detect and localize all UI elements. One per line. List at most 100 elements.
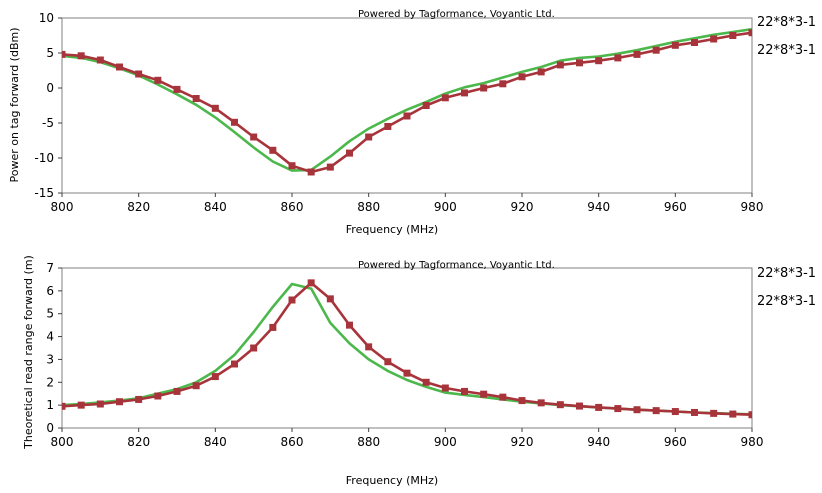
y-tick-label: 3 xyxy=(46,352,54,366)
data-point xyxy=(614,405,622,413)
x-tick-label: 980 xyxy=(741,435,764,449)
data-point xyxy=(422,102,430,109)
data-point xyxy=(231,118,238,126)
data-point xyxy=(518,397,526,405)
x-tick-label: 840 xyxy=(204,435,227,449)
data-point xyxy=(691,39,698,46)
data-point xyxy=(307,279,315,287)
y-tick-label: 1 xyxy=(46,398,54,412)
data-point xyxy=(441,384,449,392)
data-point xyxy=(748,29,752,37)
y-tick-label: 2 xyxy=(46,375,54,389)
data-point xyxy=(652,407,660,415)
data-point xyxy=(77,52,85,60)
data-point xyxy=(576,59,583,67)
y-axis-title: Power on tag forward (dBm) xyxy=(8,28,21,183)
data-point xyxy=(671,408,679,416)
data-point xyxy=(77,401,85,409)
data-point xyxy=(710,35,718,43)
data-point xyxy=(135,395,143,403)
data-point xyxy=(231,360,238,368)
data-point xyxy=(346,149,353,157)
credit-text: Powered by Tagformance, Voyantic Ltd. xyxy=(358,260,555,271)
data-point xyxy=(346,321,353,329)
series-line xyxy=(62,27,752,172)
x-tick-label: 940 xyxy=(587,435,610,449)
data-point xyxy=(154,392,162,400)
x-tick-label: 900 xyxy=(434,200,457,214)
data-point xyxy=(403,112,411,120)
y-tick-label: 4 xyxy=(46,330,54,344)
data-point xyxy=(288,162,296,170)
data-point xyxy=(326,295,334,303)
data-point xyxy=(116,63,123,71)
data-point xyxy=(480,84,488,92)
x-tick-label: 880 xyxy=(357,435,380,449)
data-point xyxy=(135,70,143,78)
y-axis-title: Theoretical read range forward (m) xyxy=(22,255,35,450)
data-point xyxy=(556,401,564,409)
data-point xyxy=(96,400,104,408)
x-tick-label: 920 xyxy=(511,200,534,214)
legend-entry: 22*8*3-1 xyxy=(757,43,816,58)
series-1 xyxy=(62,279,752,419)
data-point xyxy=(384,358,392,366)
data-point xyxy=(422,378,430,386)
data-point xyxy=(652,46,660,54)
data-point xyxy=(461,89,468,97)
x-tick-label: 980 xyxy=(741,200,764,214)
plot-frame xyxy=(61,17,753,194)
data-point xyxy=(499,80,507,88)
data-point xyxy=(710,409,718,417)
y-tick-label: 7 xyxy=(46,261,54,275)
x-tick-label: 840 xyxy=(204,200,227,214)
series-1 xyxy=(62,29,752,176)
y-tick-label: 5 xyxy=(46,46,54,60)
data-point xyxy=(499,393,507,401)
data-point xyxy=(614,54,622,62)
data-point xyxy=(729,32,737,39)
x-tick-label: 900 xyxy=(434,435,457,449)
credit-text: Powered by Tagformance, Voyantic Ltd. xyxy=(358,9,555,20)
data-point xyxy=(211,373,219,381)
series-line xyxy=(62,31,752,174)
data-point xyxy=(62,402,66,410)
x-tick-label: 800 xyxy=(51,435,74,449)
x-tick-label: 960 xyxy=(664,435,687,449)
data-point xyxy=(288,296,296,304)
data-point xyxy=(96,56,104,64)
x-tick-label: 820 xyxy=(127,200,150,214)
data-point xyxy=(192,382,200,390)
data-point xyxy=(461,387,468,395)
x-tick-label: 860 xyxy=(281,200,304,214)
data-point xyxy=(556,61,564,69)
legend-entry: 22*8*3-1 xyxy=(757,266,816,281)
series-0 xyxy=(62,27,752,172)
legend-entry: 22*8*3-1 xyxy=(757,15,816,30)
data-point xyxy=(250,133,258,141)
y-tick-label: -10 xyxy=(34,151,54,165)
y-tick-label: 0 xyxy=(46,81,54,95)
data-point xyxy=(537,399,545,407)
data-point xyxy=(250,344,258,352)
data-point xyxy=(211,104,219,112)
x-axis-title: Frequency (MHz) xyxy=(346,223,438,236)
data-point xyxy=(173,387,181,395)
plot-frame xyxy=(61,267,753,429)
data-point xyxy=(748,411,752,419)
data-point xyxy=(403,369,411,377)
read-range-chart: 800 820 840 860 880 900 920 940 960 980 7 6 5 4 3 2 1 0 Fr… xyxy=(22,255,816,487)
x-tick-label: 920 xyxy=(511,435,534,449)
data-point xyxy=(576,402,583,410)
x-tick-label: 880 xyxy=(357,200,380,214)
y-tick-label: 6 xyxy=(46,284,54,298)
y-tick-label: -15 xyxy=(34,186,54,200)
x-tick-label: 940 xyxy=(587,200,610,214)
data-point xyxy=(480,390,488,398)
legend-entry: 22*8*3-1 xyxy=(757,294,816,309)
y-tick-label: 0 xyxy=(46,421,54,435)
y-tick-label: 10 xyxy=(39,11,54,25)
x-tick-label: 800 xyxy=(51,200,74,214)
data-point xyxy=(384,123,392,130)
